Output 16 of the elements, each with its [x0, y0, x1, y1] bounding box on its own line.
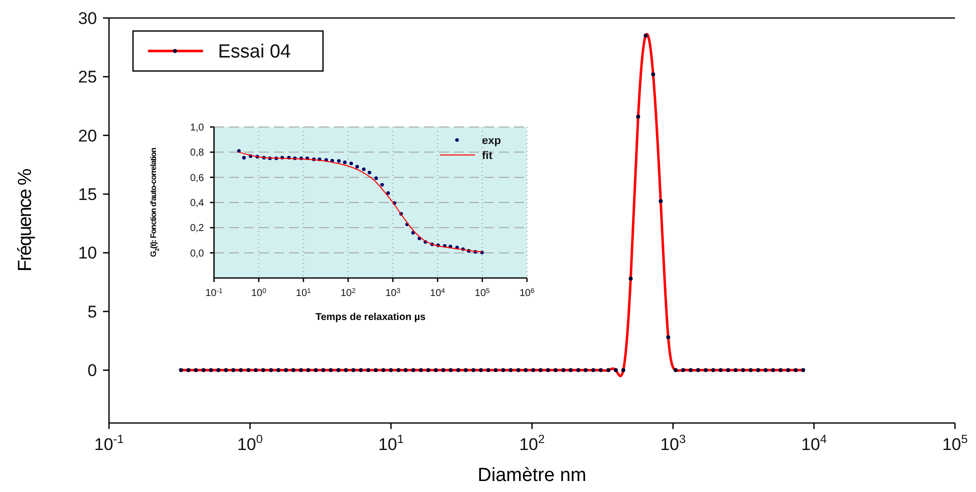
- y-tick-label: 5: [88, 302, 97, 322]
- y-tick-label: 25: [78, 68, 97, 87]
- x-tick-label: 10$^{0}$: [237, 432, 264, 454]
- x-tick-label: 10$^{-1}$: [94, 432, 124, 454]
- y-axis-title: Fréquence %: [15, 168, 36, 272]
- y-tick-label: 10: [78, 244, 97, 263]
- x-tick-label: 10$^{5}$: [942, 432, 968, 454]
- x-tick-label: 10$^{2}$: [519, 432, 546, 454]
- y-tick-label: 0: [88, 361, 97, 380]
- x-axis-title: Diamètre nm: [478, 465, 586, 486]
- y-tick-label: 15: [78, 185, 97, 204]
- y-tick-label: 20: [78, 126, 97, 146]
- y-tick-label: 30: [78, 8, 97, 28]
- x-tick-label: 10$^{4}$: [801, 432, 828, 454]
- x-tick-label: 10$^{1}$: [378, 432, 404, 454]
- x-tick-label: 10$^{3}$: [660, 432, 686, 454]
